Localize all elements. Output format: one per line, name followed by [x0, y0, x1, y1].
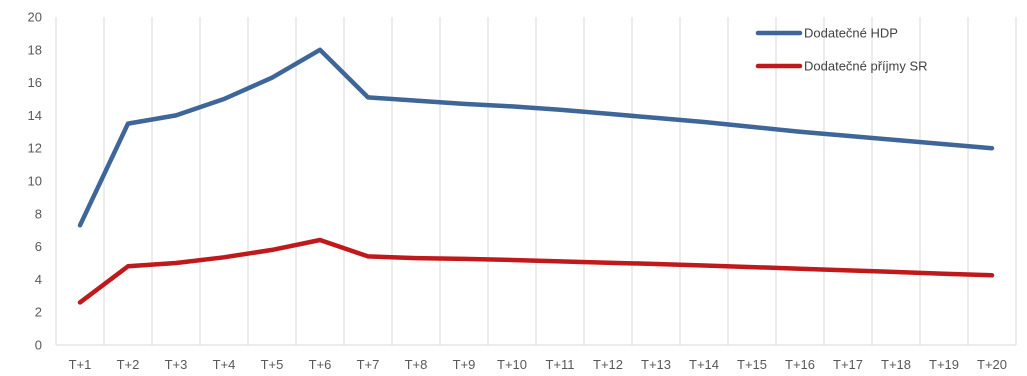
y-axis: 0 2 4 6 8 10 12 14 16 18 20: [28, 10, 42, 353]
y-tick-label: 2: [35, 305, 42, 320]
x-axis: T+1 T+2 T+3 T+4 T+5 T+6 T+7 T+8 T+9 T+10 T+11 T+12 T…: [69, 357, 1007, 372]
x-tick-label: T+12: [593, 357, 623, 372]
y-tick-label: 18: [28, 42, 42, 57]
y-tick-label: 8: [35, 206, 42, 221]
y-tick-label: 6: [35, 239, 42, 254]
x-tick-label: T+3: [165, 357, 188, 372]
series-line-1: [77, 47, 995, 228]
x-tick-label: T+4: [213, 357, 236, 372]
x-tick-label: T+13: [641, 357, 671, 372]
x-tick-label: T+9: [453, 357, 476, 372]
x-tick-label: T+6: [309, 357, 332, 372]
x-tick-label: T+14: [689, 357, 719, 372]
x-tick-label: T+18: [881, 357, 911, 372]
x-tick-label: T+1: [69, 357, 92, 372]
y-tick-label: 16: [28, 75, 42, 90]
x-tick-label: T+19: [929, 357, 959, 372]
y-tick-label: 4: [35, 272, 42, 287]
x-tick-label: T+15: [737, 357, 767, 372]
series-lines: [77, 47, 995, 305]
y-tick-label: 14: [28, 108, 42, 123]
x-tick-label: T+17: [833, 357, 863, 372]
x-tick-label: T+8: [405, 357, 428, 372]
x-tick-label: T+16: [785, 357, 815, 372]
legend: Dodatečné HDP Dodatečné příjmy SR: [755, 26, 928, 74]
x-tick-label: T+7: [357, 357, 380, 372]
y-tick-label: 20: [28, 10, 42, 25]
gridlines: [55, 17, 1017, 346]
y-tick-label: 10: [28, 174, 42, 189]
x-tick-label: T+5: [261, 357, 284, 372]
series-line-2: [77, 237, 995, 305]
x-tick-label: T+2: [117, 357, 140, 372]
x-tick-label: T+11: [545, 357, 574, 372]
legend-label: Dodatečné příjmy SR: [804, 59, 928, 74]
legend-label: Dodatečné HDP: [804, 26, 898, 41]
y-tick-label: 0: [35, 338, 42, 353]
x-tick-label: T+20: [977, 357, 1007, 372]
y-tick-label: 12: [28, 141, 42, 156]
x-tick-label: T+10: [497, 357, 527, 372]
